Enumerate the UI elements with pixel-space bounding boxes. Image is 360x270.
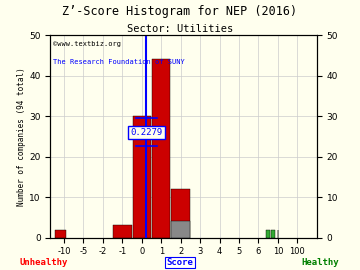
Bar <box>132 116 151 238</box>
Bar <box>152 59 171 238</box>
Bar <box>266 230 270 238</box>
Text: Healthy: Healthy <box>302 258 339 267</box>
Text: Score: Score <box>167 258 193 267</box>
Y-axis label: Number of companies (94 total): Number of companies (94 total) <box>17 67 26 206</box>
Bar <box>171 221 190 238</box>
Text: ©www.textbiz.org: ©www.textbiz.org <box>53 41 121 47</box>
Bar <box>171 189 190 238</box>
Text: The Research Foundation of SUNY: The Research Foundation of SUNY <box>53 59 185 65</box>
Text: Sector: Utilities: Sector: Utilities <box>127 24 233 34</box>
Bar <box>271 230 275 238</box>
Bar <box>55 230 66 238</box>
Bar <box>113 225 132 238</box>
Text: Z’-Score Histogram for NEP (2016): Z’-Score Histogram for NEP (2016) <box>62 5 298 18</box>
Text: 0.2279: 0.2279 <box>130 128 162 137</box>
Text: Unhealthy: Unhealthy <box>19 258 67 267</box>
